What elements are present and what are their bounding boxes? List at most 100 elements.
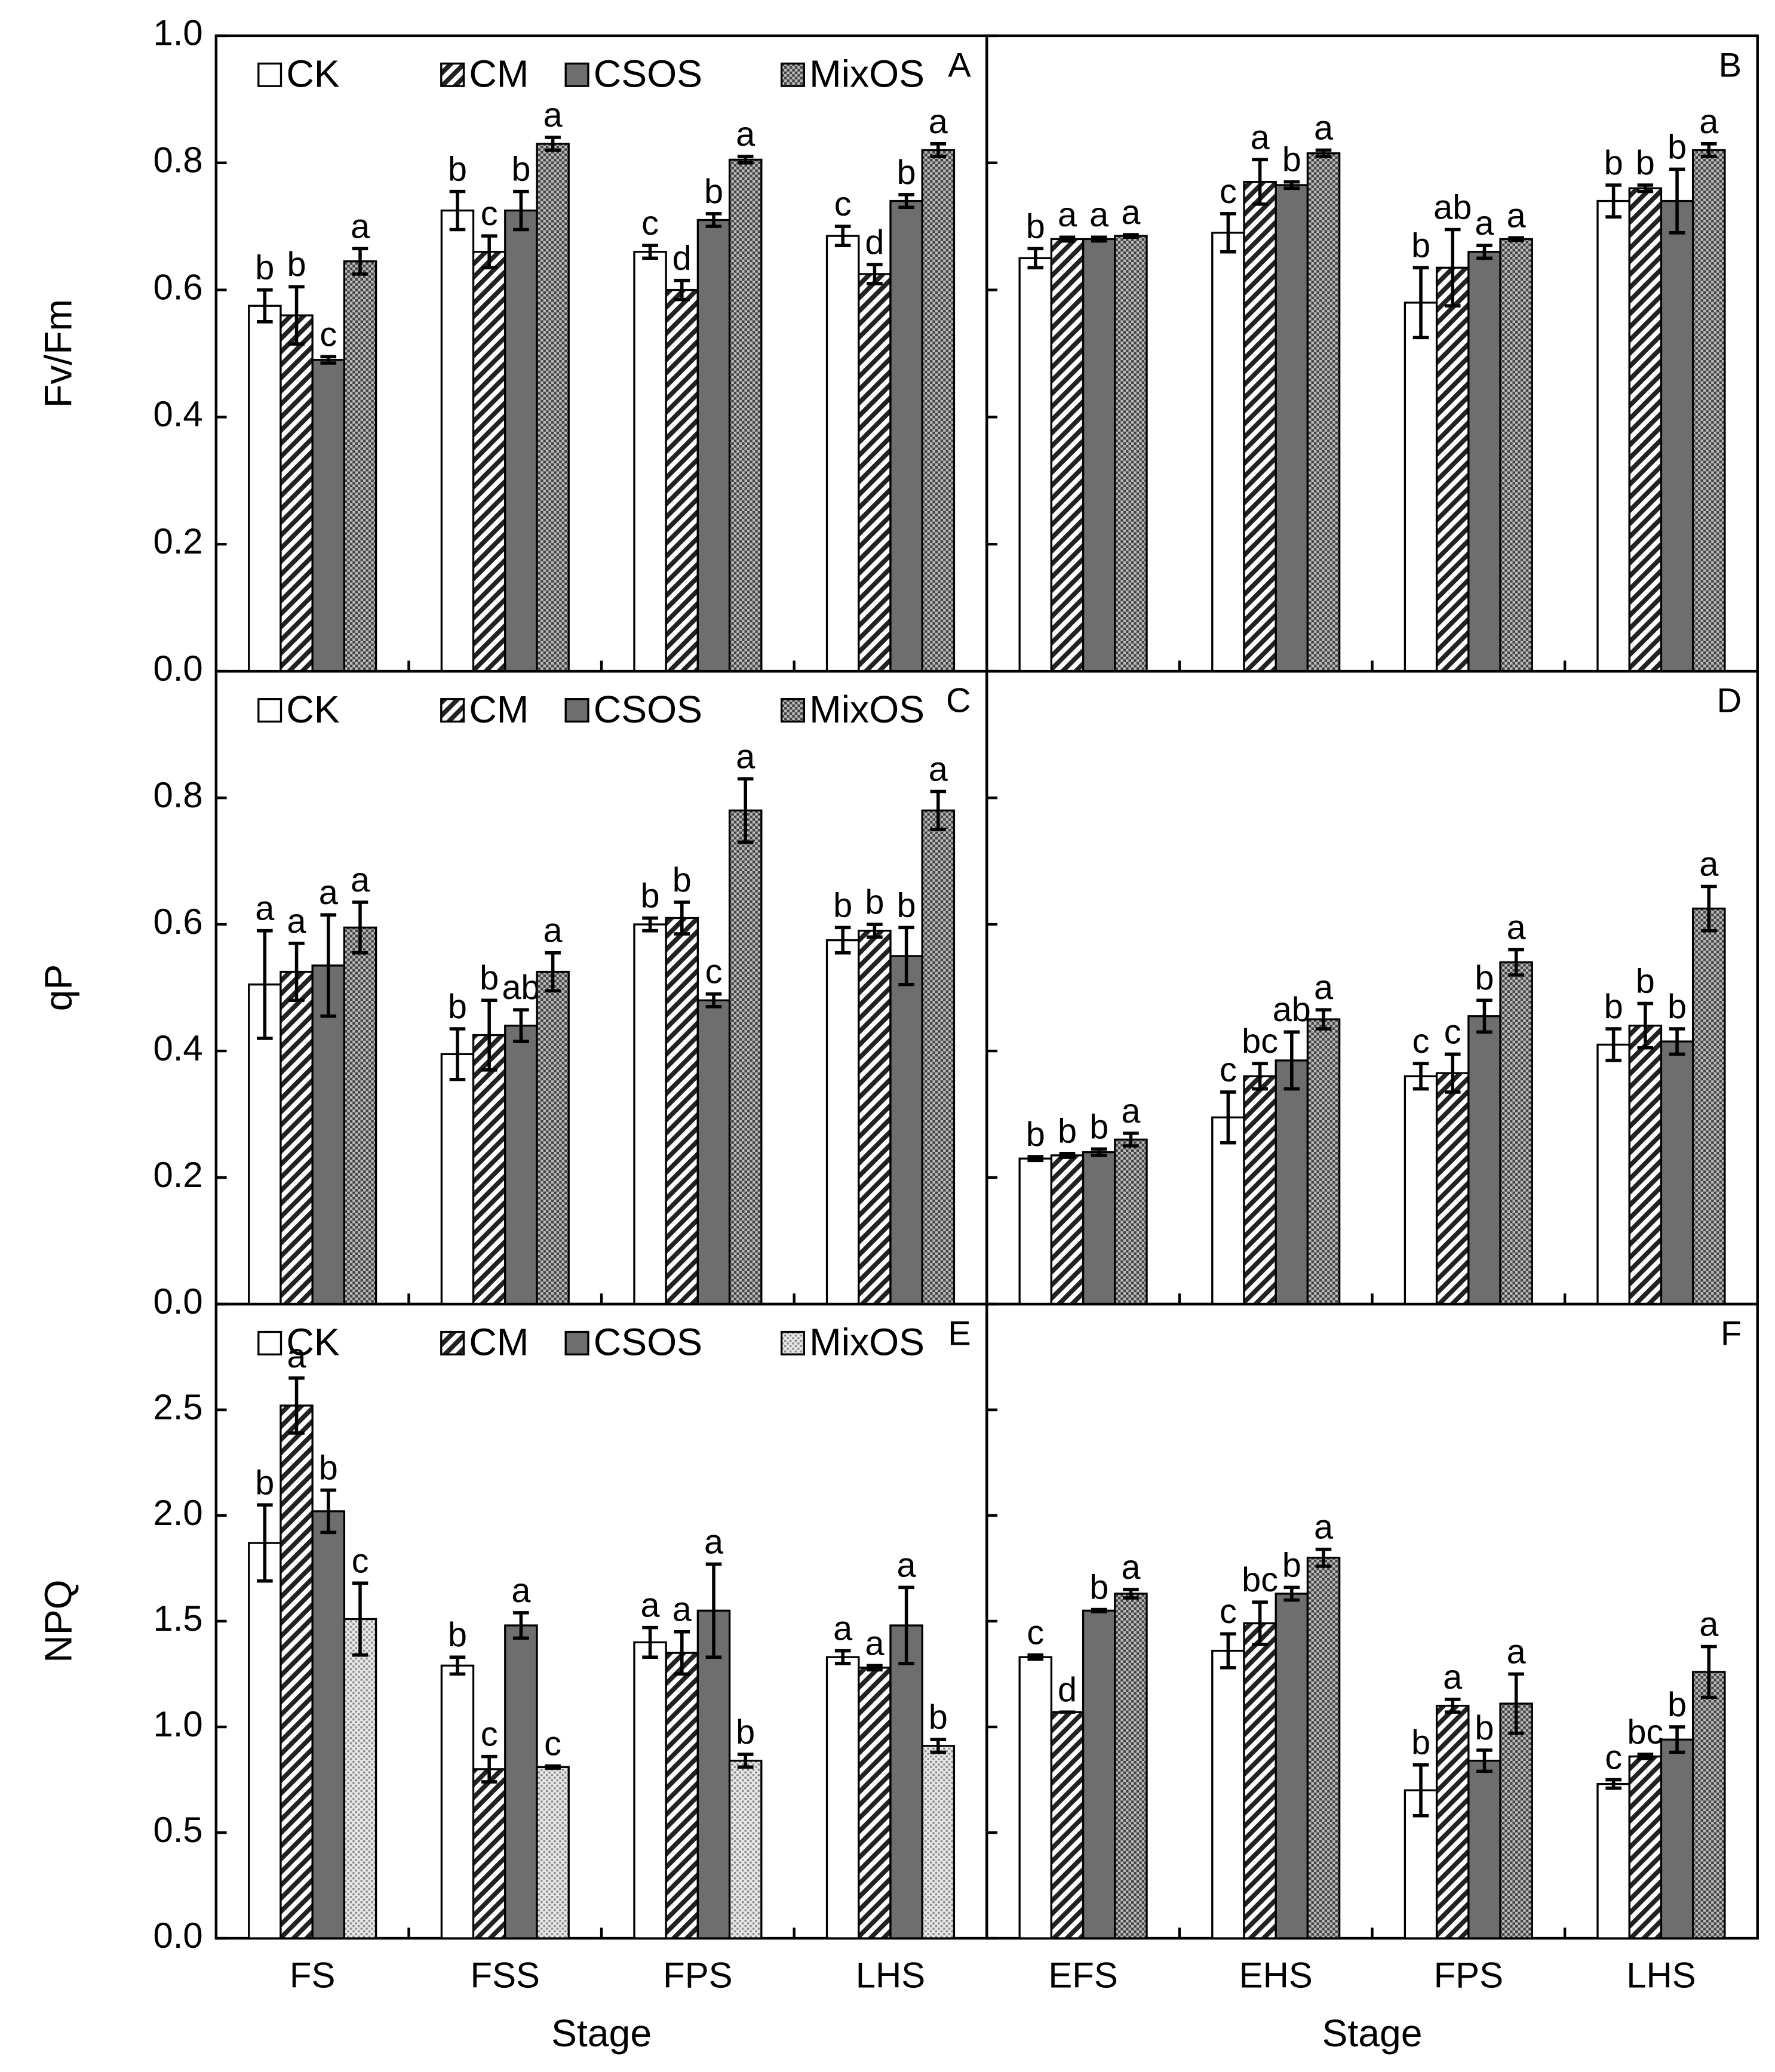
- bar: [1628, 1755, 1663, 1939]
- error-bar: [1605, 1027, 1622, 1062]
- error-bar: [545, 1764, 561, 1770]
- error-bar: [1315, 1008, 1332, 1031]
- error-bar: [1220, 1090, 1236, 1145]
- significance-letter: a: [1251, 118, 1270, 156]
- bar: [472, 251, 506, 672]
- significance-letter: b: [287, 245, 306, 284]
- significance-letter: a: [1507, 196, 1527, 235]
- legend-item: MixOS: [780, 688, 925, 731]
- error-bar: [1283, 1585, 1300, 1602]
- bar: [1691, 907, 1726, 1305]
- error-bar: [1476, 998, 1493, 1034]
- x-tick-label: EFS: [1048, 1955, 1117, 1995]
- significance-letter: b: [448, 1616, 467, 1654]
- error-bar: [1700, 884, 1717, 933]
- significance-letter: a: [511, 1572, 531, 1610]
- legend-label: MixOS: [809, 1321, 925, 1364]
- bar: [696, 219, 731, 672]
- significance-letter: a: [1314, 109, 1334, 147]
- bar: [343, 926, 377, 1305]
- bar: [1306, 1018, 1341, 1305]
- error-bar: [1123, 1132, 1139, 1148]
- significance-letter: a: [1089, 196, 1109, 234]
- significance-letter: b: [255, 1464, 274, 1502]
- error-bar: [1444, 1698, 1461, 1714]
- x-tick-label: FPS: [1434, 1955, 1503, 1995]
- significance-letter: b: [1667, 988, 1687, 1026]
- error-bar: [1412, 1763, 1429, 1818]
- legend-item: CK: [257, 53, 340, 96]
- bar: [1114, 1593, 1148, 1939]
- error-bar: [1700, 142, 1717, 158]
- legend-swatch: [564, 62, 589, 87]
- y-tick-label: 2.5: [153, 1387, 202, 1427]
- legend-swatch: [257, 62, 282, 87]
- panel-label: A: [948, 46, 971, 84]
- error-bar: [352, 900, 368, 955]
- bar: [248, 1542, 282, 1939]
- legend-label: CM: [469, 53, 529, 96]
- significance-letter: a: [543, 96, 563, 134]
- significance-letter: a: [1314, 1508, 1334, 1547]
- error-bar: [1669, 167, 1685, 235]
- error-bar: [545, 136, 561, 152]
- bar: [280, 970, 314, 1305]
- bar: [1243, 180, 1277, 672]
- bar: [280, 314, 314, 672]
- legend-swatch: [440, 698, 465, 723]
- error-bar: [1283, 180, 1300, 190]
- error-bar: [705, 992, 722, 1009]
- error-bar: [1637, 183, 1654, 193]
- bar: [248, 305, 282, 672]
- significance-letter: a: [319, 874, 339, 912]
- significance-letter: a: [929, 103, 948, 141]
- bar: [343, 1618, 377, 1939]
- significance-letter: c: [1027, 1614, 1044, 1652]
- significance-letter: b: [736, 1713, 755, 1751]
- y-tick-label: 0.8: [153, 775, 202, 815]
- significance-letter: b: [1604, 144, 1623, 182]
- legend-item: CSOS: [564, 53, 702, 96]
- bar: [311, 1510, 346, 1939]
- legend-label: CK: [286, 688, 339, 731]
- bar: [1404, 1075, 1438, 1305]
- error-bar: [1508, 1672, 1524, 1735]
- y-tick-label: 0.6: [153, 902, 202, 942]
- error-bar: [1476, 244, 1493, 260]
- significance-letter: c: [641, 204, 659, 242]
- error-bar: [288, 1376, 305, 1435]
- legend-swatch: [780, 62, 805, 87]
- error-bar: [642, 916, 658, 933]
- legend-label: MixOS: [809, 688, 925, 731]
- significance-letter: b: [319, 1449, 338, 1487]
- legend-label: CK: [286, 53, 339, 96]
- error-bar: [481, 1754, 498, 1784]
- error-bar: [674, 900, 690, 936]
- y-tick-label: 0.6: [153, 267, 202, 307]
- bar: [472, 1768, 506, 1939]
- legend-label: CM: [469, 1321, 529, 1364]
- bar: [1114, 1138, 1148, 1305]
- error-bar: [834, 225, 851, 247]
- error-bar: [834, 926, 851, 955]
- significance-letter: bc: [1242, 1022, 1278, 1060]
- significance-letter: c: [1220, 1051, 1237, 1089]
- error-bar: [1091, 1147, 1107, 1157]
- bar: [1596, 199, 1630, 672]
- significance-letter: b: [641, 877, 660, 915]
- significance-letter: d: [1058, 1671, 1077, 1709]
- bar: [858, 273, 892, 672]
- significance-letter: b: [704, 173, 723, 211]
- error-bar: [449, 1655, 466, 1676]
- legend-swatch: [564, 698, 589, 723]
- x-tick-label: FSS: [471, 1955, 540, 1995]
- panel-label: B: [1719, 46, 1742, 84]
- error-bar: [1508, 948, 1524, 977]
- error-bar: [898, 1585, 914, 1665]
- bar: [1499, 961, 1533, 1305]
- error-bar: [1669, 1725, 1685, 1754]
- bar: [1114, 235, 1148, 672]
- y-tick-label: 0.4: [153, 1028, 202, 1068]
- bar: [440, 1053, 475, 1305]
- bar: [1211, 1649, 1245, 1939]
